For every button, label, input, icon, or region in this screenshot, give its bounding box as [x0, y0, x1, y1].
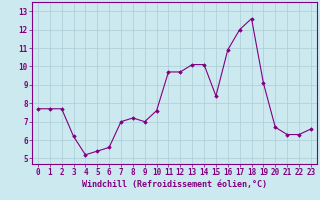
X-axis label: Windchill (Refroidissement éolien,°C): Windchill (Refroidissement éolien,°C) — [82, 180, 267, 189]
